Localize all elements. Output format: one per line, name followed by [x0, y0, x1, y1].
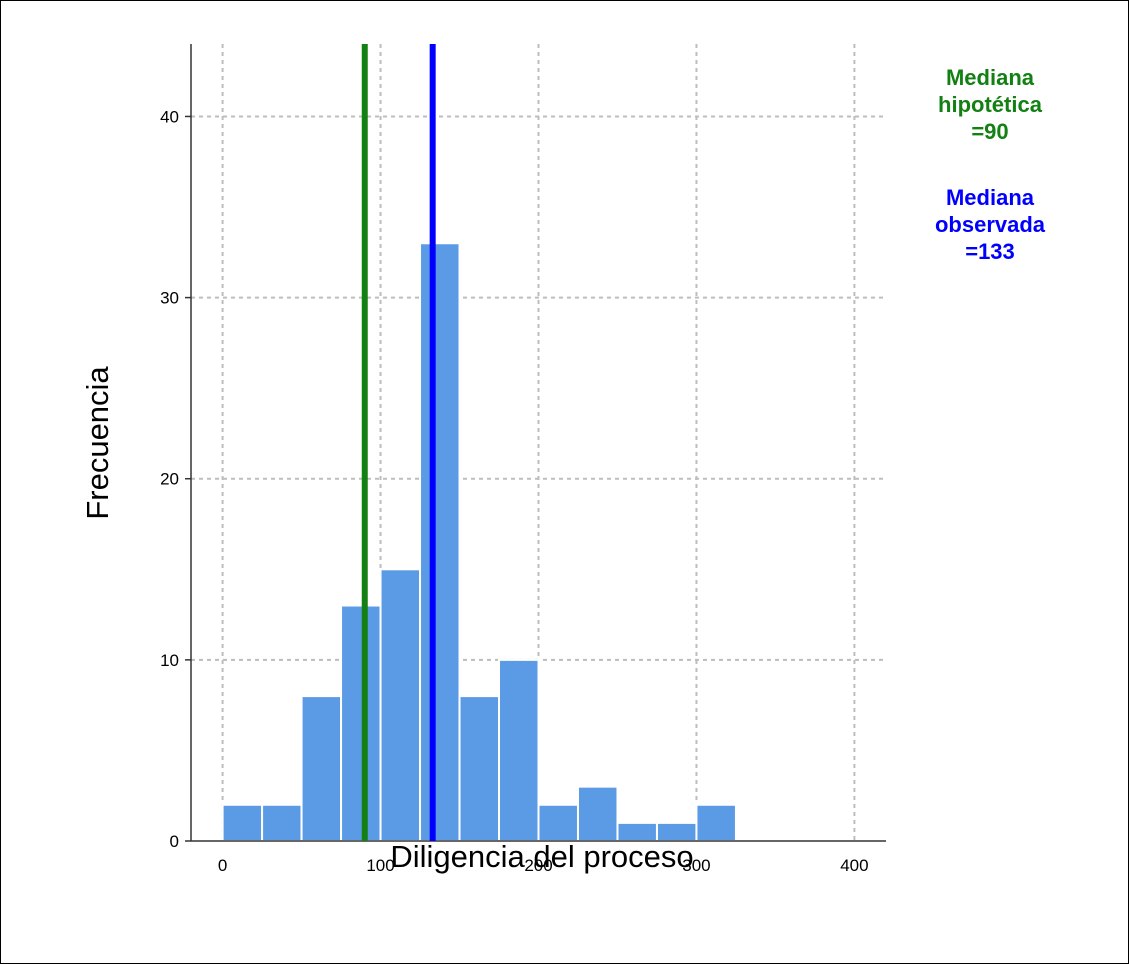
histogram-bar [300, 695, 343, 842]
histogram-bars [221, 242, 737, 843]
y-tick-label: 40 [160, 107, 179, 126]
y-tick-label: 20 [160, 470, 179, 489]
y-tick-label: 10 [160, 651, 179, 670]
x-tick-label: 0 [218, 856, 227, 875]
histogram-bar [221, 803, 264, 842]
histogram-bar [695, 803, 737, 842]
reference-annotation-line: observada [935, 212, 1046, 237]
histogram-bar [458, 695, 501, 842]
y-tick-label: 0 [170, 832, 179, 851]
histogram-bar [340, 604, 382, 842]
reference-annotation-line: =90 [971, 119, 1008, 144]
histogram-bar [379, 568, 422, 843]
histogram-bar [537, 803, 579, 842]
reference-annotation-line: hipotética [938, 92, 1043, 117]
histogram-bar [498, 658, 540, 843]
x-axis-title: Diligencia del proceso [390, 839, 693, 874]
reference-annotation-line: =133 [965, 239, 1015, 264]
x-tick-label: 400 [840, 856, 868, 875]
x-tick-label: 300 [682, 856, 710, 875]
x-tick-label: 100 [366, 856, 394, 875]
reference-annotation-line: Mediana [946, 185, 1035, 210]
x-tick-label: 200 [524, 856, 552, 875]
histogram-bar [261, 803, 303, 842]
axes [185, 44, 886, 842]
reference-annotation-line: Mediana [946, 65, 1035, 90]
y-tick-label: 30 [160, 289, 179, 308]
histogram-bar [419, 242, 461, 842]
histogram-bar [576, 785, 619, 843]
y-axis-title: Frecuencia [80, 366, 115, 520]
reference-lines [361, 44, 436, 841]
